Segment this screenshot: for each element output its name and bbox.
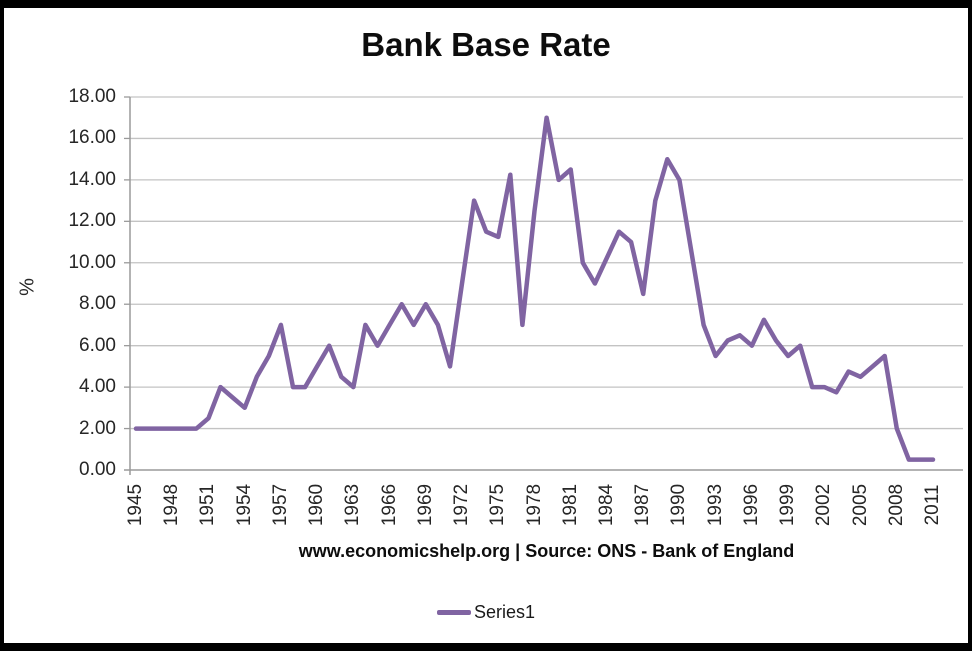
x-tick-label: 2011 — [922, 484, 943, 526]
y-tick-label: 8.00 — [79, 293, 116, 315]
x-tick-label: 1960 — [306, 483, 328, 527]
frame-bottom-bar — [0, 643, 972, 651]
y-tick-label: 14.00 — [68, 168, 116, 190]
x-tick-label: 1972 — [451, 483, 473, 527]
x-tick-label: 1954 — [233, 483, 255, 527]
series1-line — [133, 115, 936, 462]
x-tick-label: 1969 — [414, 483, 436, 527]
y-tick-label: 0.00 — [79, 459, 116, 480]
x-tick-label: 2002 — [813, 483, 835, 527]
y-axis-title: % — [16, 278, 39, 296]
x-tick-label: 1981 — [559, 483, 581, 527]
frame-left-bar — [0, 0, 4, 651]
y-tick-label: 16.00 — [68, 127, 116, 149]
x-tick-label: 1987 — [632, 483, 654, 527]
x-tick-label: 1978 — [523, 483, 545, 527]
chart-title: Bank Base Rate — [361, 26, 611, 63]
x-tick-label: 1966 — [378, 483, 400, 527]
x-tick-label: 2008 — [885, 483, 907, 527]
frame-top-bar — [0, 0, 972, 8]
y-tick-label: 4.00 — [79, 376, 116, 398]
y-tick-label: 10.00 — [68, 251, 116, 273]
x-tick-label: 1951 — [197, 483, 219, 527]
y-tick-label: 12.00 — [68, 210, 116, 232]
source-caption: www.economicshelp.org | Source: ONS - Ba… — [298, 541, 795, 561]
legend-series-label: Series1 — [473, 601, 536, 622]
legend-line-swatch — [436, 609, 471, 615]
x-tick-label: 1999 — [777, 483, 799, 527]
x-tick-label: 1996 — [740, 483, 762, 527]
x-tick-label: 1948 — [161, 483, 183, 527]
x-tick-label: 1993 — [704, 483, 726, 527]
x-tick-label: 2005 — [849, 483, 871, 527]
legend: Series1 — [0, 601, 972, 623]
x-tick-label: 1975 — [487, 483, 509, 527]
x-tick-label: 1984 — [595, 483, 617, 527]
y-tick-label: 2.00 — [79, 417, 116, 439]
y-tick-label: 6.00 — [79, 334, 116, 356]
x-tick-label: 1990 — [668, 483, 690, 527]
x-tick-label: 1945 — [125, 483, 146, 527]
frame-right-bar — [968, 0, 972, 651]
x-tick-label: 1963 — [342, 483, 364, 527]
x-tick-label: 1957 — [269, 483, 291, 527]
y-tick-label: 18.00 — [68, 86, 116, 107]
